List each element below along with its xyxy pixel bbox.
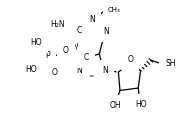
Text: C: C	[83, 53, 89, 62]
Text: P: P	[45, 51, 50, 60]
Text: C: C	[77, 26, 82, 35]
Text: =: =	[89, 74, 94, 79]
Text: O: O	[127, 55, 133, 64]
Text: SH: SH	[165, 59, 176, 68]
Text: N: N	[72, 43, 78, 52]
Text: N: N	[76, 66, 82, 75]
Text: O: O	[51, 68, 57, 77]
Text: OH: OH	[109, 101, 121, 110]
Text: HO: HO	[135, 100, 146, 109]
Text: HO: HO	[25, 65, 37, 74]
Text: N: N	[104, 27, 109, 36]
Text: HO: HO	[31, 38, 42, 47]
Text: CH₃: CH₃	[108, 7, 121, 12]
Text: N: N	[89, 15, 95, 24]
Text: N: N	[102, 66, 108, 75]
Text: H₂N: H₂N	[51, 20, 65, 29]
Text: O: O	[63, 46, 69, 55]
